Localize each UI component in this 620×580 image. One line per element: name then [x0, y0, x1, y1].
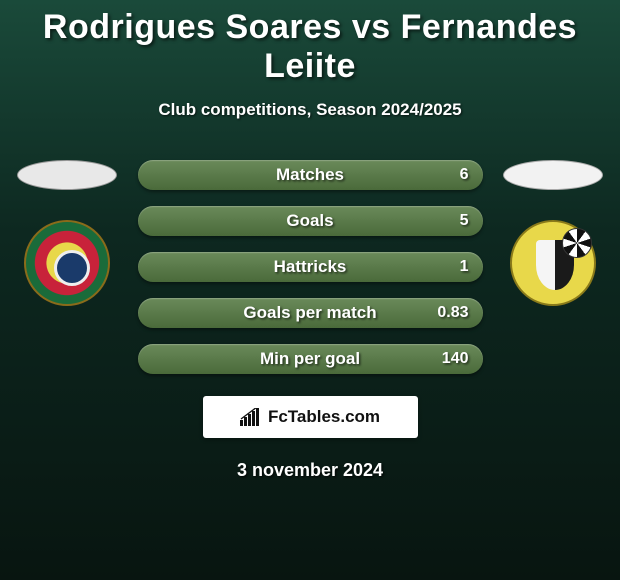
- stat-label: Goals per match: [243, 303, 376, 323]
- stat-right-value: 1: [460, 258, 469, 276]
- stat-label: Hattricks: [274, 257, 347, 277]
- page-title: Rodrigues Soares vs Fernandes Leiite: [0, 8, 620, 86]
- stat-bar-matches: Matches 6: [138, 160, 483, 190]
- stat-right-value: 5: [460, 212, 469, 230]
- stat-bar-hattricks: Hattricks 1: [138, 252, 483, 282]
- stat-label: Goals: [286, 211, 333, 231]
- subtitle: Club competitions, Season 2024/2025: [0, 100, 620, 120]
- main-row: Matches 6 Goals 5 Hattricks 1 Goals per …: [0, 160, 620, 374]
- stats-column: Matches 6 Goals 5 Hattricks 1 Goals per …: [138, 160, 483, 374]
- club-left-crest-icon: [24, 220, 110, 306]
- stat-label: Matches: [276, 165, 344, 185]
- player-right-photo-placeholder: [503, 160, 603, 190]
- stat-label: Min per goal: [260, 349, 360, 369]
- stat-right-value: 6: [460, 166, 469, 184]
- stat-bar-min-per-goal: Min per goal 140: [138, 344, 483, 374]
- stat-bar-goals-per-match: Goals per match 0.83: [138, 298, 483, 328]
- player-left-photo-placeholder: [17, 160, 117, 190]
- brand-badge: FcTables.com: [203, 396, 418, 438]
- stat-bar-goals: Goals 5: [138, 206, 483, 236]
- player-right-col: [501, 160, 606, 306]
- stat-right-value: 0.83: [437, 304, 468, 322]
- brand-text: FcTables.com: [268, 407, 380, 427]
- date-label: 3 november 2024: [0, 460, 620, 481]
- stat-right-value: 140: [442, 350, 469, 368]
- infographic-root: Rodrigues Soares vs Fernandes Leiite Clu…: [0, 0, 620, 481]
- bar-chart-icon: [240, 408, 262, 426]
- club-right-crest-icon: [510, 220, 596, 306]
- player-left-col: [15, 160, 120, 306]
